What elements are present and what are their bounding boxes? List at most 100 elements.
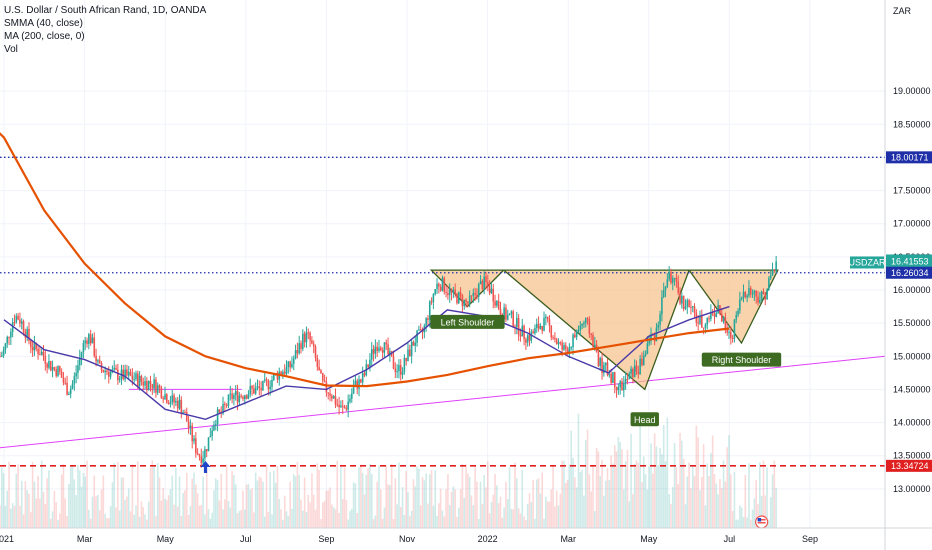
grid <box>0 0 885 528</box>
candle <box>490 288 493 294</box>
candle <box>367 364 369 367</box>
volume-bar <box>695 425 698 528</box>
candle <box>564 345 567 350</box>
volume-bar <box>160 500 163 528</box>
volume-bar <box>184 490 186 528</box>
candle <box>537 323 540 329</box>
volume-bar <box>80 486 83 528</box>
pattern-label-bg <box>430 314 505 329</box>
volume-bar <box>374 515 377 528</box>
volume-bar <box>642 456 645 528</box>
candle <box>370 349 373 360</box>
volume-bar <box>115 507 117 528</box>
candle <box>369 359 371 367</box>
volume-bar <box>296 461 299 528</box>
candle <box>588 319 591 334</box>
volume-bar <box>151 460 154 528</box>
candle <box>552 337 554 339</box>
volume-bar <box>748 463 750 528</box>
candle <box>561 342 563 350</box>
candle <box>236 391 239 403</box>
price-tag-bg <box>886 151 932 164</box>
volume-bar <box>204 514 206 528</box>
volume-bar <box>227 501 230 528</box>
candle <box>171 395 174 403</box>
candle <box>251 386 253 389</box>
volume-bar <box>68 483 70 528</box>
volume-bar <box>639 418 641 528</box>
volume-bar <box>722 460 725 528</box>
candle <box>612 372 614 383</box>
candle <box>106 370 108 373</box>
volume-bar <box>423 480 426 528</box>
candle <box>670 272 672 283</box>
volume-bar <box>75 495 77 528</box>
candle <box>242 396 244 400</box>
price-tag-bg <box>886 459 932 472</box>
volume-bar <box>4 505 7 528</box>
volume-bar <box>407 492 409 528</box>
candle <box>374 346 377 354</box>
x-tick-label: Sep <box>318 534 334 544</box>
candle <box>40 351 43 355</box>
legend-vol[interactable]: Vol <box>4 44 18 55</box>
candle <box>572 334 574 348</box>
trend-line-layer <box>0 355 885 449</box>
candle <box>321 373 324 381</box>
candle <box>681 295 683 304</box>
candle <box>193 438 195 442</box>
volume-bar <box>62 464 65 528</box>
candle <box>59 366 61 372</box>
candle <box>245 395 248 399</box>
volume-bar <box>566 479 569 528</box>
candle <box>78 357 81 366</box>
candle <box>55 369 57 376</box>
volume-bar <box>623 489 625 528</box>
candle <box>276 373 279 380</box>
volume-bar <box>55 502 57 528</box>
volume-bar <box>521 469 524 528</box>
volume-bar <box>448 505 451 528</box>
candle <box>590 333 592 335</box>
candle <box>613 372 616 388</box>
volume-bar <box>321 502 324 528</box>
us-flag-stripe <box>757 522 766 524</box>
volume-bar <box>710 453 712 528</box>
legend-ma[interactable]: MA (200, close, 0) <box>4 31 85 42</box>
candle <box>352 386 355 394</box>
volume-bar <box>768 519 770 528</box>
volume-bar <box>19 505 21 528</box>
volume-bar <box>653 433 656 528</box>
volume-bar <box>730 474 732 528</box>
candle <box>97 360 99 362</box>
volume-bar <box>684 504 687 528</box>
candle <box>753 290 756 294</box>
volume-bar <box>679 432 681 528</box>
candle <box>269 386 271 390</box>
volume-bar <box>751 509 754 528</box>
candle <box>472 292 475 296</box>
candle <box>291 363 293 368</box>
candle <box>436 283 438 290</box>
candle <box>641 358 643 366</box>
candle <box>762 291 765 294</box>
volume-bar <box>401 487 404 528</box>
candle <box>13 322 16 324</box>
volume-bar <box>245 484 248 528</box>
volume-bar <box>443 516 446 528</box>
volume-bar <box>233 474 235 528</box>
volume-bar <box>185 472 188 528</box>
candle <box>285 367 288 374</box>
candle <box>496 301 498 306</box>
volume-bar <box>434 470 437 528</box>
candle <box>314 346 317 358</box>
candle <box>196 453 199 455</box>
legend-smma[interactable]: SMMA (40, close) <box>4 18 83 29</box>
volume-bar <box>548 501 551 528</box>
candle <box>465 299 467 302</box>
candle <box>418 329 420 331</box>
candle <box>479 280 482 285</box>
volume-bar <box>347 519 349 528</box>
candle <box>710 312 712 319</box>
